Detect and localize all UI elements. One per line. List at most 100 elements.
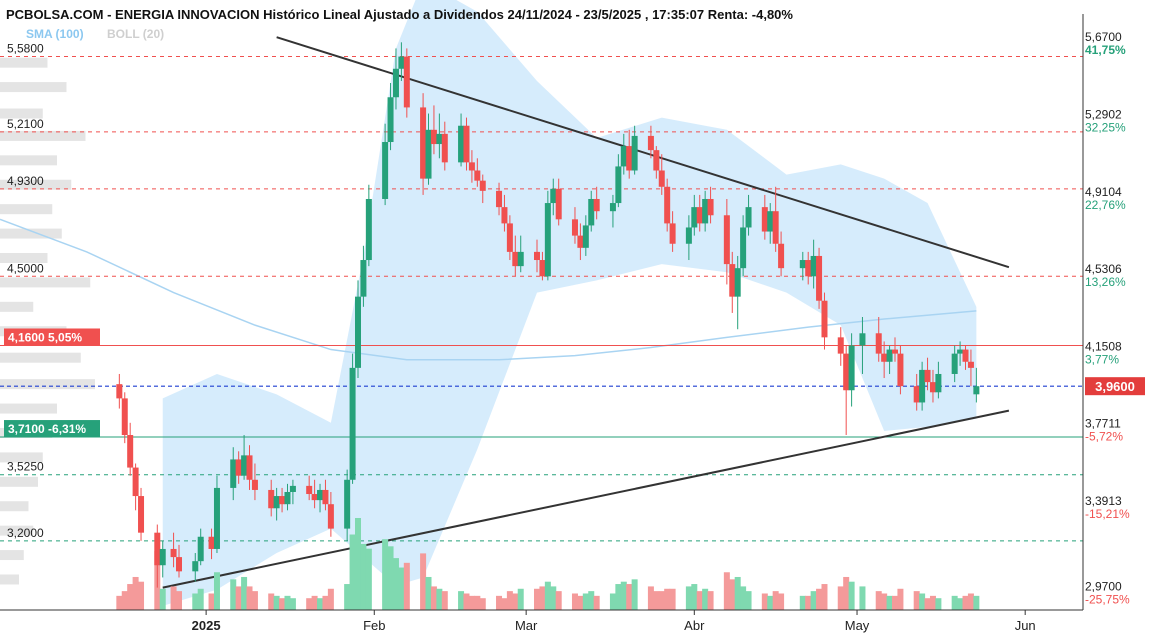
- trend-line: [162, 409, 1010, 589]
- candle-body: [197, 536, 204, 562]
- volume-bar: [311, 595, 318, 610]
- candle-body: [116, 384, 123, 399]
- volume-bar: [962, 595, 969, 610]
- volume-bar: [365, 548, 372, 610]
- volume-bar: [929, 595, 936, 610]
- candle-body: [647, 135, 654, 151]
- volume-bar: [306, 598, 313, 610]
- candle-body: [311, 494, 318, 501]
- candle-body: [664, 186, 671, 224]
- volume-profile-bar: [0, 82, 67, 93]
- candle-body: [534, 251, 540, 261]
- candle-body: [496, 190, 503, 208]
- candle-body: [761, 207, 768, 232]
- volume-bar: [132, 576, 139, 610]
- candle-body: [544, 203, 551, 277]
- candle-body: [620, 146, 627, 167]
- volume-bar: [740, 586, 747, 610]
- volume-bar: [246, 586, 253, 610]
- candle-body: [772, 211, 779, 244]
- volume-bar: [506, 591, 513, 610]
- volume-bar: [436, 588, 443, 610]
- volume-profile-bar: [0, 501, 29, 512]
- volume-profile-bar: [0, 379, 95, 390]
- candle-body: [696, 207, 703, 224]
- candle-body: [550, 188, 557, 204]
- candle-body: [322, 489, 329, 505]
- legend-sma: SMA (100): [26, 27, 84, 41]
- candle-body: [881, 353, 888, 362]
- volume-bar: [382, 539, 389, 610]
- candle-body: [859, 333, 866, 346]
- volume-bar: [767, 595, 774, 610]
- volume-bar: [496, 595, 503, 610]
- x-tick-label: May: [845, 618, 870, 633]
- level-label-box: [4, 420, 100, 438]
- last-price-label: 3,9600: [1095, 379, 1135, 394]
- candle-body: [957, 349, 964, 354]
- volume-bar: [593, 595, 600, 610]
- volume-profile-bar: [0, 57, 48, 68]
- right-axis-percent: 22,76%: [1085, 198, 1126, 212]
- volume-bar: [875, 591, 882, 610]
- candle-body: [723, 215, 730, 265]
- volume-profile-bar: [0, 108, 43, 119]
- volume-bar: [284, 595, 291, 610]
- candle-body: [213, 487, 220, 549]
- volume-profile-bar: [0, 476, 38, 487]
- sma-line: [0, 218, 977, 361]
- bollinger-band: [162, 0, 977, 606]
- candle-body: [176, 557, 182, 572]
- candle-body: [365, 198, 372, 261]
- candle-body: [810, 255, 817, 277]
- candle-body: [577, 235, 584, 248]
- legend-boll: BOLL (20): [107, 27, 164, 41]
- volume-bar: [859, 586, 866, 610]
- candle-body: [387, 97, 394, 143]
- volume-bar: [170, 586, 177, 610]
- volume-bar: [913, 591, 920, 610]
- volume-bar: [544, 581, 551, 610]
- candle-body: [458, 125, 465, 163]
- candle-body: [702, 198, 709, 224]
- candle-body: [539, 260, 546, 277]
- x-tick-label: Mar: [515, 618, 538, 633]
- volume-bar: [268, 593, 275, 610]
- candle-body: [360, 260, 367, 297]
- candle-body: [799, 260, 806, 269]
- volume-bar: [317, 598, 324, 610]
- candle-body: [501, 207, 508, 224]
- volume-bar: [403, 562, 410, 610]
- volume-bar: [138, 581, 145, 610]
- volume-bar: [349, 534, 356, 610]
- candle-body: [892, 349, 898, 354]
- volume-bar: [696, 591, 703, 610]
- candle-body: [420, 107, 427, 179]
- x-tick-label: Jun: [1015, 618, 1036, 633]
- candle-body: [658, 170, 665, 187]
- x-tick-label: Abr: [684, 618, 705, 633]
- candle-body: [235, 459, 242, 476]
- volume-bar: [588, 591, 595, 610]
- volume-bar: [355, 518, 361, 610]
- volume-bar: [235, 586, 242, 610]
- volume-bar: [745, 591, 752, 610]
- volume-profile-bar: [0, 550, 24, 561]
- volume-bar: [924, 598, 931, 610]
- volume-bar: [582, 593, 589, 610]
- candle-body: [398, 56, 405, 69]
- volume-bar: [468, 595, 475, 610]
- candle-body: [512, 251, 519, 267]
- volume-bar: [647, 586, 654, 610]
- volume-bar: [626, 584, 633, 610]
- volume-profile-bar: [0, 130, 86, 141]
- volume-bar: [425, 576, 432, 610]
- right-axis-percent: -5,72%: [1085, 430, 1123, 444]
- volume-profile-bar: [0, 352, 81, 363]
- candle-body: [816, 255, 823, 301]
- candle-body: [463, 125, 470, 163]
- volume-bar: [230, 579, 237, 610]
- level-label: 4,9300: [7, 174, 44, 188]
- candle-body: [517, 251, 524, 267]
